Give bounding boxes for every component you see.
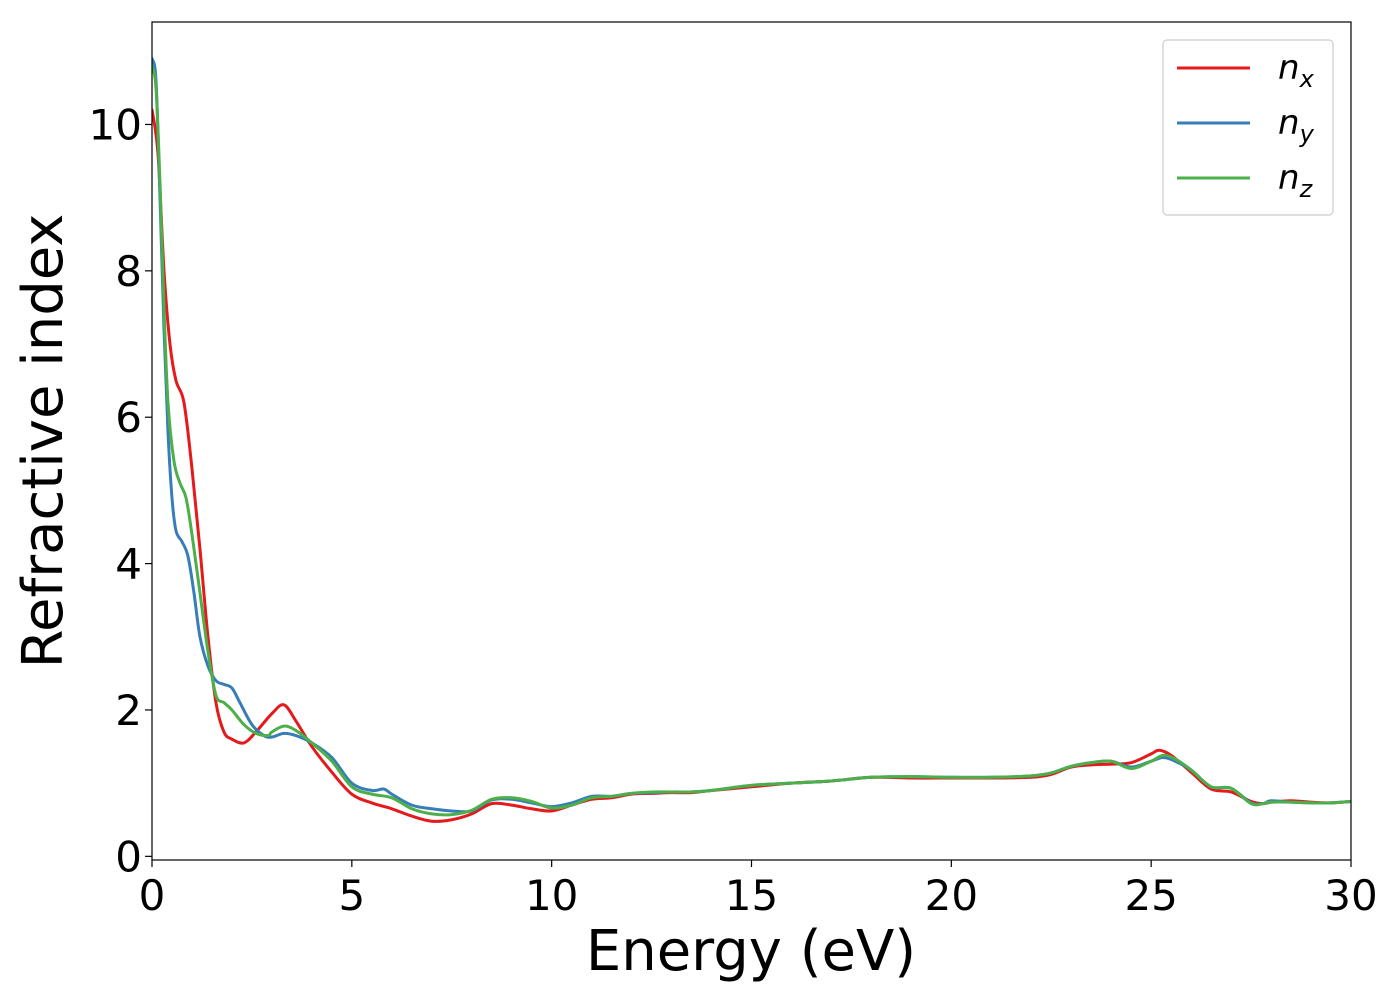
x-tick-label: 0 <box>139 871 166 920</box>
x-tick-label: 15 <box>725 871 778 920</box>
x-tick-label: 20 <box>925 871 978 920</box>
series-layer <box>152 57 1351 823</box>
legend-box <box>1162 39 1334 216</box>
y-tick-label: 8 <box>115 247 142 296</box>
x-tick-label: 5 <box>338 871 365 920</box>
y-tick-label: 2 <box>115 686 142 735</box>
x-tick-label: 10 <box>525 871 578 920</box>
y-tick-label: 0 <box>115 832 142 881</box>
x-tick-label: 25 <box>1124 871 1177 920</box>
x-tick-label: 30 <box>1324 871 1377 920</box>
x-axis-ticks: 0 5 10 15 20 25 30 <box>139 860 1378 920</box>
series-line-nz <box>152 64 1351 817</box>
x-axis-label: Energy (eV) <box>586 919 916 984</box>
y-axis-label: Refractive index <box>11 214 76 669</box>
y-tick-label: 10 <box>89 100 142 149</box>
y-tick-label: 4 <box>115 540 142 589</box>
y-axis-ticks: 0 2 4 6 8 10 <box>89 100 152 881</box>
y-tick-label: 6 <box>115 393 142 442</box>
